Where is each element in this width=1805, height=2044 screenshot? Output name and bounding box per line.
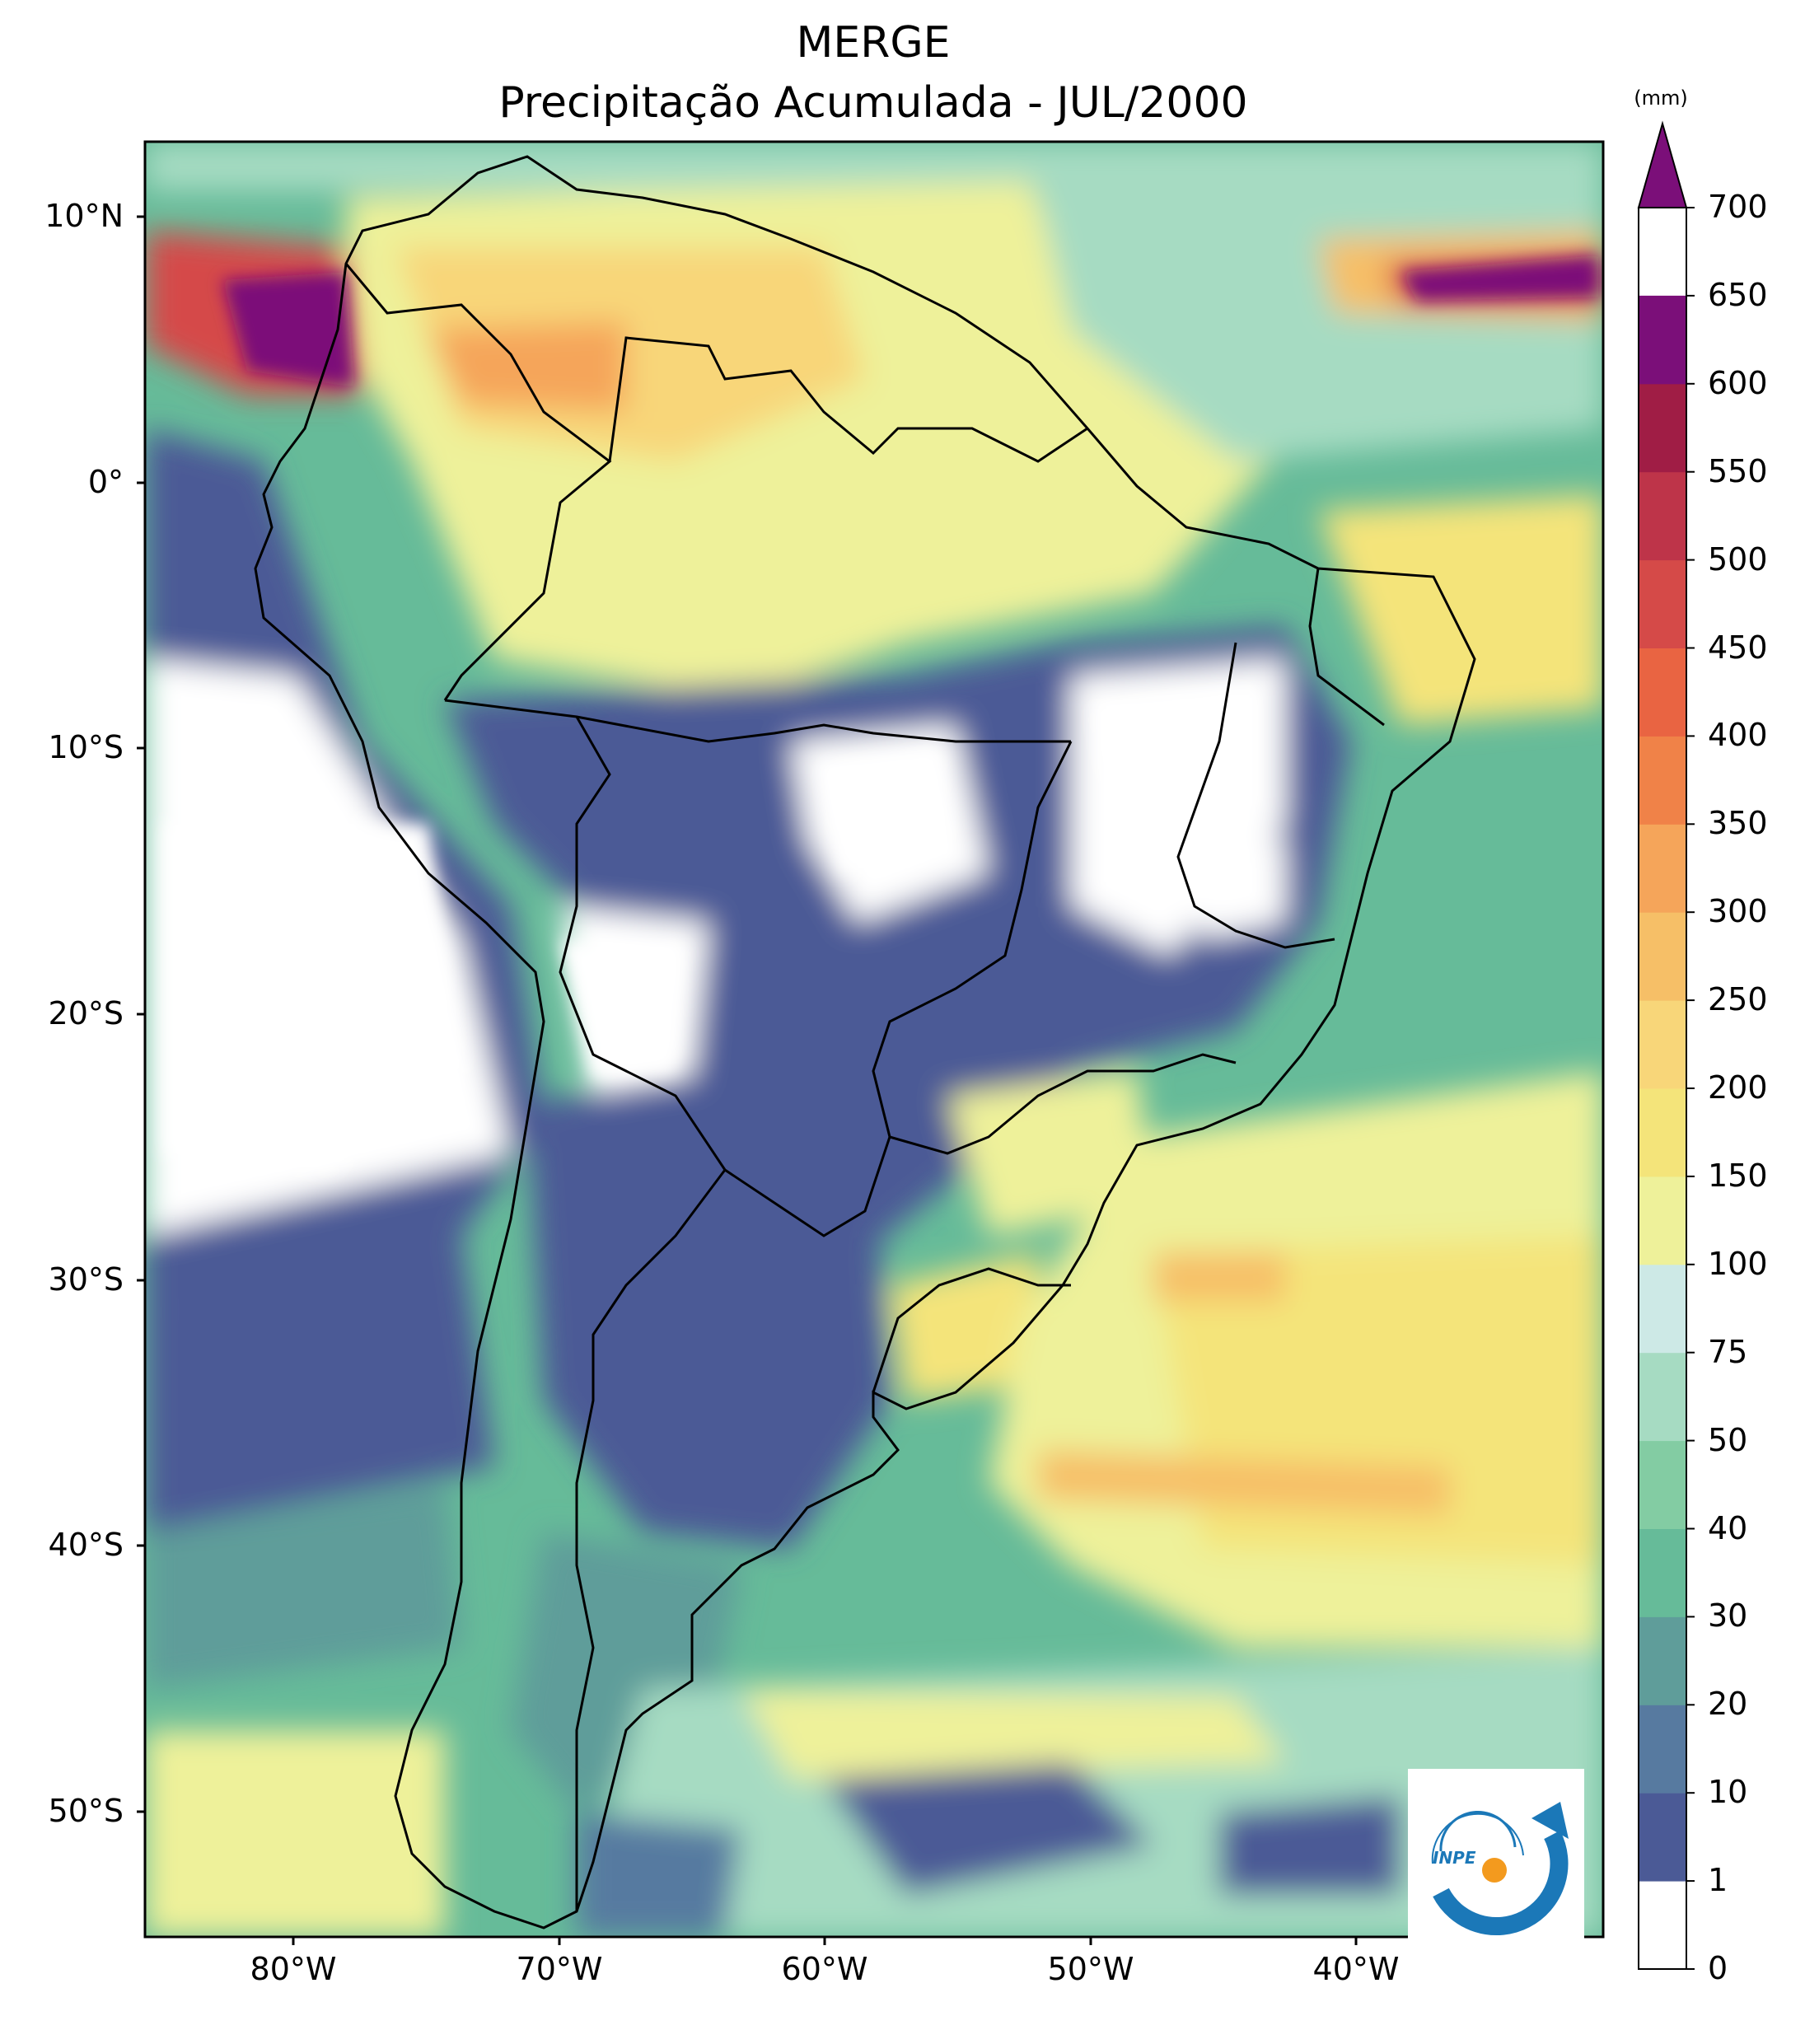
colorbar-bin [1639,1793,1686,1882]
map-frame [143,140,1605,1939]
colorbar-tick-label: 100 [1708,1245,1768,1282]
colorbar-tick-label: 500 [1708,540,1768,578]
inpe-logo: INPE [1408,1769,1584,1940]
colorbar-bin [1639,1352,1686,1442]
colorbar-tick-label: 650 [1708,276,1768,313]
colorbar-extend-arrow [1637,120,1688,208]
colorbar-bin [1639,1440,1686,1529]
colorbar-bin [1639,383,1686,473]
lon-label-40w: 40°W [1312,1951,1400,1987]
colorbar-bin [1639,1528,1686,1617]
colorbar-tick-label: 600 [1708,364,1768,401]
lon-label-60w: 60°W [781,1951,868,1987]
colorbar-bin [1639,912,1686,1001]
colorbar-bin [1639,1705,1686,1794]
axis-ticks [137,215,1358,1945]
precipitation-field [145,142,1603,1937]
colorbar-tick-label: 300 [1708,893,1768,930]
colorbar-tick-label: 150 [1708,1157,1768,1194]
colorbar-tick-label: 20 [1708,1686,1748,1723]
colorbar-bin [1639,736,1686,825]
map-title: MERGE [796,18,951,68]
lon-label-50w: 50°W [1047,1951,1134,1987]
lat-label-10n: 10°N [44,198,124,234]
colorbar-tick-label: 700 [1708,189,1768,225]
colorbar-tick-label: 0 [1708,1950,1728,1986]
colorbar-tick-label: 40 [1708,1509,1748,1546]
inpe-logo-icon: INPE [1431,1802,1569,1935]
colorbar [1637,120,1695,1970]
colorbar-tick-label: 200 [1708,1069,1768,1106]
colorbar-unit: (mm) [1634,87,1688,110]
colorbar-bin [1639,295,1686,385]
lat-label-20s: 20°S [48,995,124,1031]
colorbar-bin [1639,1176,1686,1265]
lat-label-40s: 40°S [48,1527,124,1563]
colorbar-tick-label: 50 [1708,1421,1748,1458]
colorbar-tick-label: 450 [1708,629,1768,666]
map-subtitle: Precipitação Acumulada - JUL/2000 [498,78,1248,128]
lat-label-50s: 50°S [48,1793,124,1829]
colorbar-tick-label: 350 [1708,805,1768,842]
colorbar-tick-label: 400 [1708,717,1768,754]
colorbar-tick-label: 250 [1708,981,1768,1018]
lat-label-30s: 30°S [48,1261,124,1298]
svg-text:INPE: INPE [1433,1848,1476,1868]
coastline-and-borders [254,155,1476,1929]
colorbar-tick-label: 30 [1708,1597,1748,1635]
colorbar-tick-label: 1 [1708,1862,1728,1899]
colorbar-bin [1639,1616,1686,1705]
colorbar-bin [1639,471,1686,561]
colorbar-bin [1639,1264,1686,1354]
colorbar-bin [1639,1088,1686,1177]
colorbar-bin [1639,648,1686,737]
lat-label-0: 0° [87,464,124,500]
colorbar-tick-label: 75 [1708,1333,1748,1370]
colorbar-tick-label: 550 [1708,452,1768,489]
colorbar-bin [1639,559,1686,648]
lon-label-80w: 80°W [250,1951,337,1987]
lon-label-70w: 70°W [516,1951,603,1987]
colorbar-bin [1639,1000,1686,1089]
colorbar-bin [1639,1881,1686,1970]
lat-label-10s: 10°S [48,729,124,765]
colorbar-tick-label: 10 [1708,1774,1748,1811]
colorbar-bin [1639,824,1686,913]
